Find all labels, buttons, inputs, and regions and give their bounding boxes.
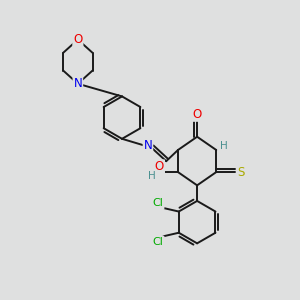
Text: H: H: [155, 160, 163, 171]
Text: S: S: [237, 166, 245, 178]
Text: H: H: [148, 171, 156, 181]
Text: O: O: [73, 33, 83, 46]
Text: Cl: Cl: [153, 237, 164, 247]
Text: H: H: [220, 142, 227, 152]
Text: N: N: [144, 139, 152, 152]
Text: O: O: [193, 108, 202, 121]
Text: O: O: [155, 160, 164, 173]
Text: N: N: [74, 77, 82, 90]
Text: Cl: Cl: [153, 198, 164, 208]
